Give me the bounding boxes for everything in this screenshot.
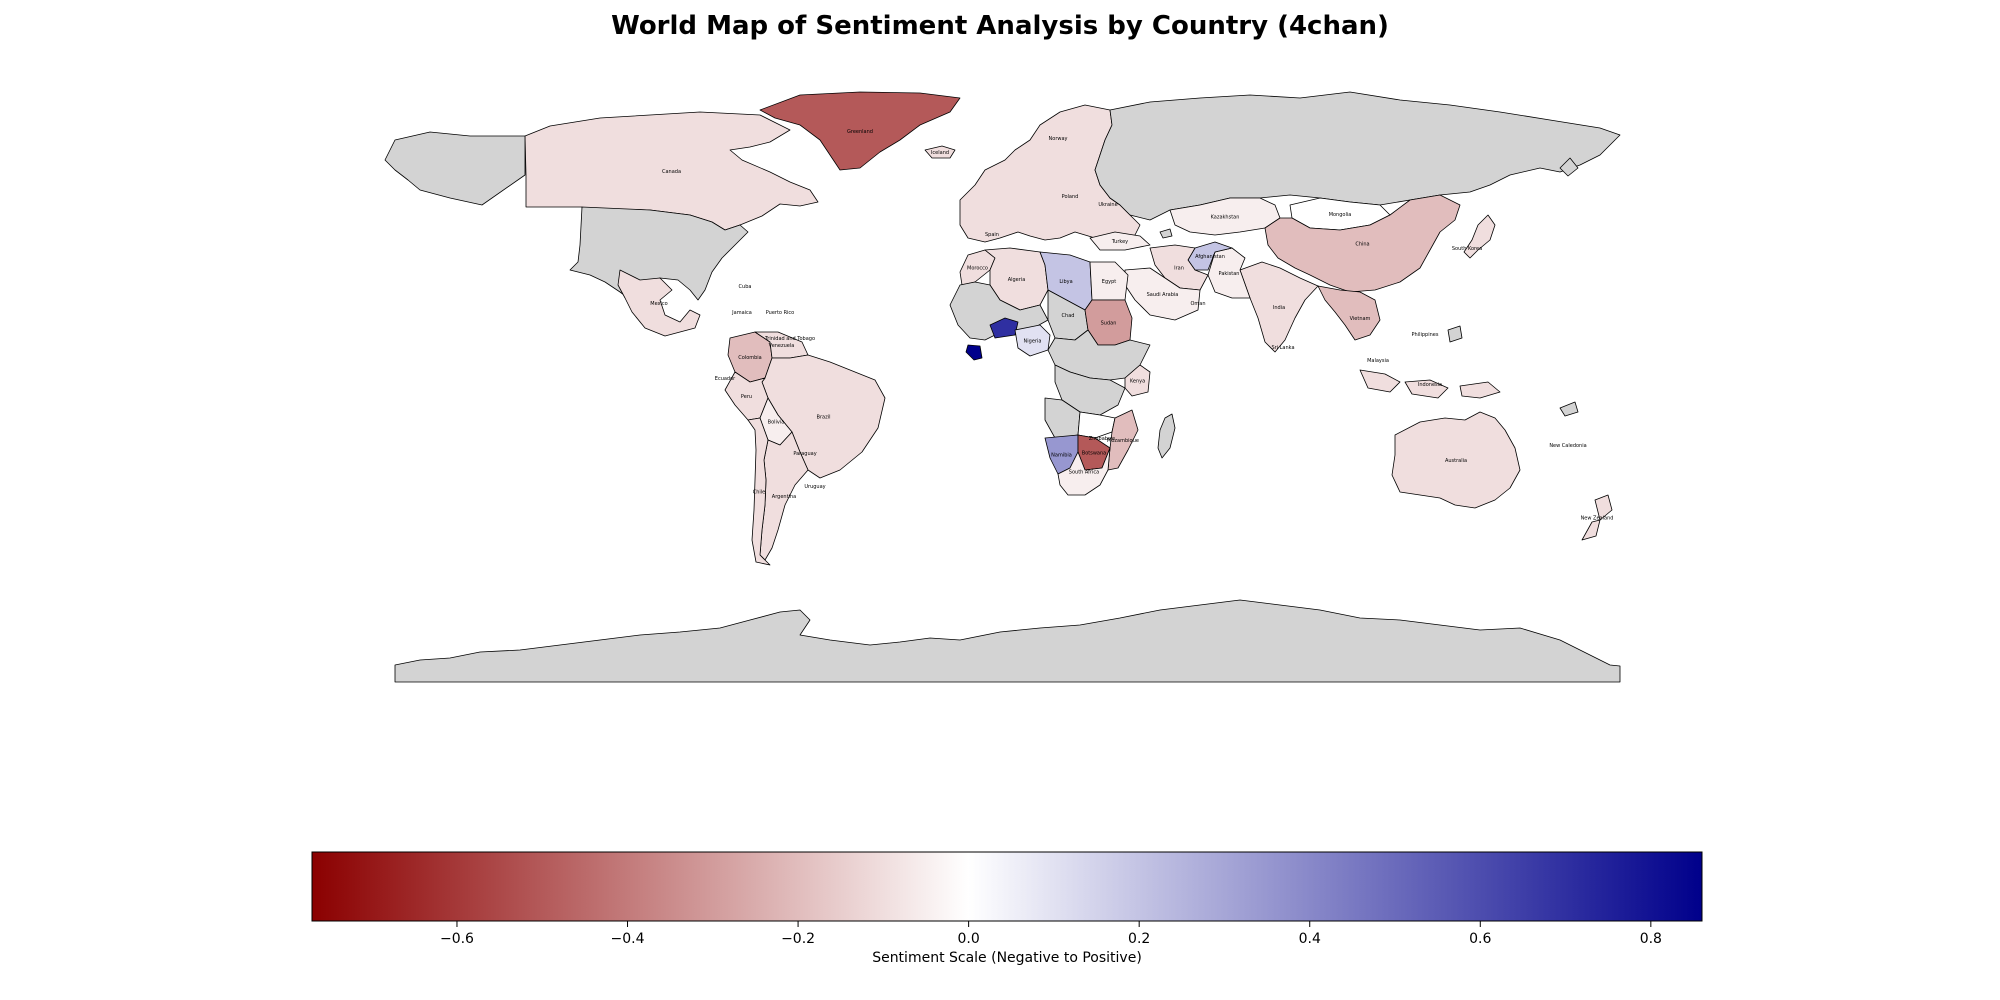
island-shape (1159, 157, 1579, 417)
label-kenya: Kenya (1130, 379, 1145, 385)
colorbar-tick-label: 0.0 (957, 931, 979, 947)
label-china: China (1355, 242, 1369, 248)
label-botswana: Botswana (1082, 451, 1106, 457)
map-title: World Map of Sentiment Analysis by Count… (611, 11, 1389, 41)
country-iran[interactable] (1149, 244, 1209, 291)
label-southafrica: South Africa (1069, 470, 1099, 476)
colorbar-label: Sentiment Scale (Negative to Positive) (872, 950, 1142, 966)
colorbar-tick-label: −0.6 (440, 931, 474, 947)
country-russia[interactable] (1094, 91, 1621, 221)
label-pakistan: Pakistan (1219, 271, 1240, 277)
label-turkey: Turkey (1111, 239, 1128, 245)
country-antarctica[interactable] (394, 599, 1621, 683)
label-australia: Australia (1445, 458, 1467, 464)
label-namibia: Namibia (1051, 453, 1072, 459)
label-afghanistan: Afghanistan (1195, 254, 1225, 260)
label-ecuador: Ecuador (715, 376, 736, 382)
label-spain: Spain (985, 232, 999, 238)
country-china[interactable] (1264, 194, 1461, 293)
country-greenland[interactable] (759, 91, 961, 171)
label-venezuela: Venezuela (769, 343, 795, 349)
country-indonesia[interactable] (1359, 369, 1501, 399)
label-puerto-rico: Puerto Rico (766, 310, 795, 316)
label-egypt: Egypt (1102, 279, 1116, 285)
colorbar-gradient (311, 851, 1703, 922)
country-japan[interactable] (1463, 214, 1496, 259)
country-iceland[interactable] (924, 145, 956, 159)
label-mozambique: Mozambique (1107, 438, 1139, 444)
label-algeria: Algeria (1008, 277, 1026, 283)
label-zimbabwe: Zimbabwe (1089, 436, 1115, 442)
country-india[interactable] (1239, 261, 1319, 353)
country-drc[interactable] (1054, 364, 1126, 416)
label-ukraine: Ukraine (1098, 202, 1117, 208)
label-iceland: Iceland (931, 150, 949, 156)
country-south-africa[interactable] (1057, 447, 1111, 496)
label-saudi: Saudi Arabia (1147, 292, 1179, 298)
colorbar-tick-label: 0.8 (1640, 931, 1662, 947)
label-sudan: Sudan (1101, 321, 1117, 327)
label-newzealand: New Zealand (1581, 516, 1614, 522)
label-jamaica: Jamaica (731, 310, 752, 316)
world-map: Canada Mexico Greenland Iceland Colombia Vene… (384, 91, 1621, 683)
country-turkey[interactable] (1089, 231, 1151, 251)
label-trinidad: Trinidad and Tobago (764, 336, 815, 342)
colorbar-ticks: −0.6 −0.4 −0.2 0.0 0.2 0.4 0.6 0.8 (440, 921, 1662, 947)
label-brazil: Brazil (817, 415, 831, 421)
label-libya: Libya (1059, 279, 1072, 285)
label-greenland: Greenland (847, 129, 873, 135)
colorbar-tick-label: 0.2 (1128, 931, 1150, 947)
label-philippines: Philippines (1412, 332, 1439, 338)
label-indonesia: Indonesia (1418, 382, 1442, 388)
colorbar: −0.6 −0.4 −0.2 0.0 0.2 0.4 0.6 0.8 Sentiment Sc… (311, 851, 1703, 966)
label-cuba: Cuba (739, 284, 752, 290)
country-pakistan[interactable] (1207, 247, 1251, 299)
label-chile: Chile (753, 490, 766, 496)
country-saudi[interactable] (1124, 267, 1201, 321)
label-iran: Iran (1174, 266, 1184, 272)
label-india: India (1273, 305, 1285, 311)
label-argentina: Argentina (772, 494, 796, 500)
label-morocco: Morocco (967, 266, 988, 272)
label-paraguay: Paraguay (793, 451, 816, 457)
country-australia[interactable] (1391, 411, 1521, 509)
country-label-layer: Canada Mexico Greenland Iceland Colombia Vene… (650, 129, 1613, 522)
country-burkina-faso[interactable] (989, 317, 1019, 339)
country-egypt[interactable] (1089, 261, 1129, 301)
label-nigeria: Nigeria (1024, 339, 1042, 345)
label-uruguay: Uruguay (804, 484, 825, 490)
colorbar-tick-label: −0.4 (611, 931, 645, 947)
label-south-korea: South Korea (1452, 246, 1482, 252)
label-mongolia: Mongolia (1329, 212, 1352, 218)
colorbar-tick-label: 0.4 (1299, 931, 1321, 947)
label-bolivia: Bolivia (768, 420, 785, 426)
country-mozambique[interactable] (1107, 409, 1139, 471)
label-mexico: Mexico (650, 301, 667, 307)
country-liberia[interactable] (965, 344, 983, 361)
label-sri-lanka: Sri Lanka (1271, 345, 1294, 351)
country-madagascar[interactable] (1157, 413, 1176, 459)
label-norway: Norway (1049, 136, 1068, 142)
label-chad: Chad (1062, 313, 1075, 319)
country-usa[interactable] (384, 131, 749, 301)
colorbar-tick-label: −0.2 (781, 931, 815, 947)
label-canada: Canada (662, 169, 681, 175)
country-mexico[interactable] (617, 269, 701, 337)
label-colombia: Colombia (738, 355, 762, 361)
label-peru: Peru (741, 394, 752, 400)
colorbar-tick-label: 0.6 (1469, 931, 1491, 947)
label-kazakhstan: Kazakhstan (1211, 215, 1240, 221)
country-new-zealand[interactable] (1581, 494, 1613, 541)
label-malaysia: Malaysia (1367, 358, 1389, 364)
label-new-caledonia: New Caledonia (1549, 443, 1586, 449)
country-seasia[interactable] (1317, 285, 1381, 341)
label-poland: Poland (1062, 194, 1079, 200)
country-chile[interactable] (747, 417, 771, 566)
extra-label-layer: Norway Poland Ukraine Spain Malaysia Sri… (715, 136, 1587, 490)
label-oman: Oman (1190, 301, 1205, 307)
label-vietnam: Vietnam (1350, 316, 1371, 322)
country-zambia[interactable] (1077, 411, 1116, 439)
